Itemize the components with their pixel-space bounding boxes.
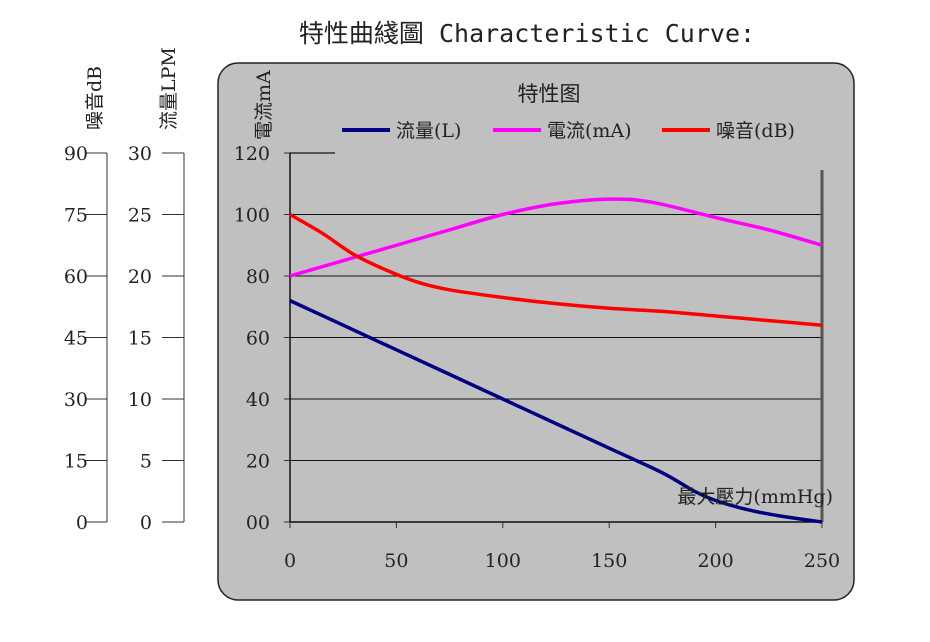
series-line-2 [289, 197, 823, 278]
aux-tick-label: 20 [128, 266, 152, 288]
grid [290, 214, 822, 461]
y-axis-label: 電流mA [253, 70, 275, 140]
series-line-1 [289, 299, 823, 524]
legend-label: 噪音(dB) [716, 120, 795, 142]
aux-tick-label: 0 [76, 512, 88, 534]
legend-label: 流量(L) [396, 120, 461, 142]
aux-tick-label: 30 [128, 143, 152, 165]
x-tick-label: 150 [591, 550, 627, 572]
aux-tick-label: 60 [64, 266, 88, 288]
legend-label: 電流(mA) [547, 120, 632, 142]
x-tick-label: 0 [284, 550, 296, 572]
y-tick-label: 20 [246, 451, 270, 473]
x-tick-label: 200 [697, 550, 733, 572]
legend: 流量(L) 電流(mA) 噪音(dB) [342, 120, 795, 142]
x-tick-labels: 0 50 100 150 200 250 [284, 550, 840, 572]
aux-tick-label: 45 [64, 328, 88, 350]
y-tick-label: 40 [246, 389, 270, 411]
chart-panel [217, 62, 855, 601]
aux-tick-label: 15 [128, 328, 152, 350]
y-tick-label: 120 [234, 143, 270, 165]
aux-tick-label: 0 [140, 512, 152, 534]
left-axes: 噪音dB 流量LPM 0 15 30 45 60 75 90 0 5 10 15 20 25 30 [64, 47, 185, 534]
aux-tick-label: 25 [128, 205, 152, 227]
x-axis-label: 最大壓力(mmHg) [677, 486, 833, 508]
aux-tick-label: 15 [64, 451, 88, 473]
x-tick-label: 100 [485, 550, 521, 572]
aux-tick-label: 75 [64, 205, 88, 227]
aux-tick-label: 90 [64, 143, 88, 165]
y-tick-label: 80 [246, 266, 270, 288]
aux-tick-label: 30 [64, 389, 88, 411]
x-tick-label: 250 [804, 550, 840, 572]
y-tick-label: 60 [246, 328, 270, 350]
y-tick-labels: 00 20 40 60 80 100 120 [234, 143, 270, 534]
noise-axis-label: 噪音dB [84, 66, 106, 130]
y-tick-label: 100 [234, 205, 270, 227]
series-lines [289, 197, 823, 524]
aux-tick-label: 10 [128, 389, 152, 411]
series-line-3 [289, 212, 823, 327]
page-title: 特性曲綫圖 Characteristic Curve: [299, 19, 755, 48]
flow-axis-label: 流量LPM [158, 47, 180, 130]
aux-tick-label: 5 [140, 451, 152, 473]
y-tick-label: 00 [246, 512, 270, 534]
chart-title: 特性图 [518, 82, 581, 106]
x-tick-label: 50 [384, 550, 408, 572]
